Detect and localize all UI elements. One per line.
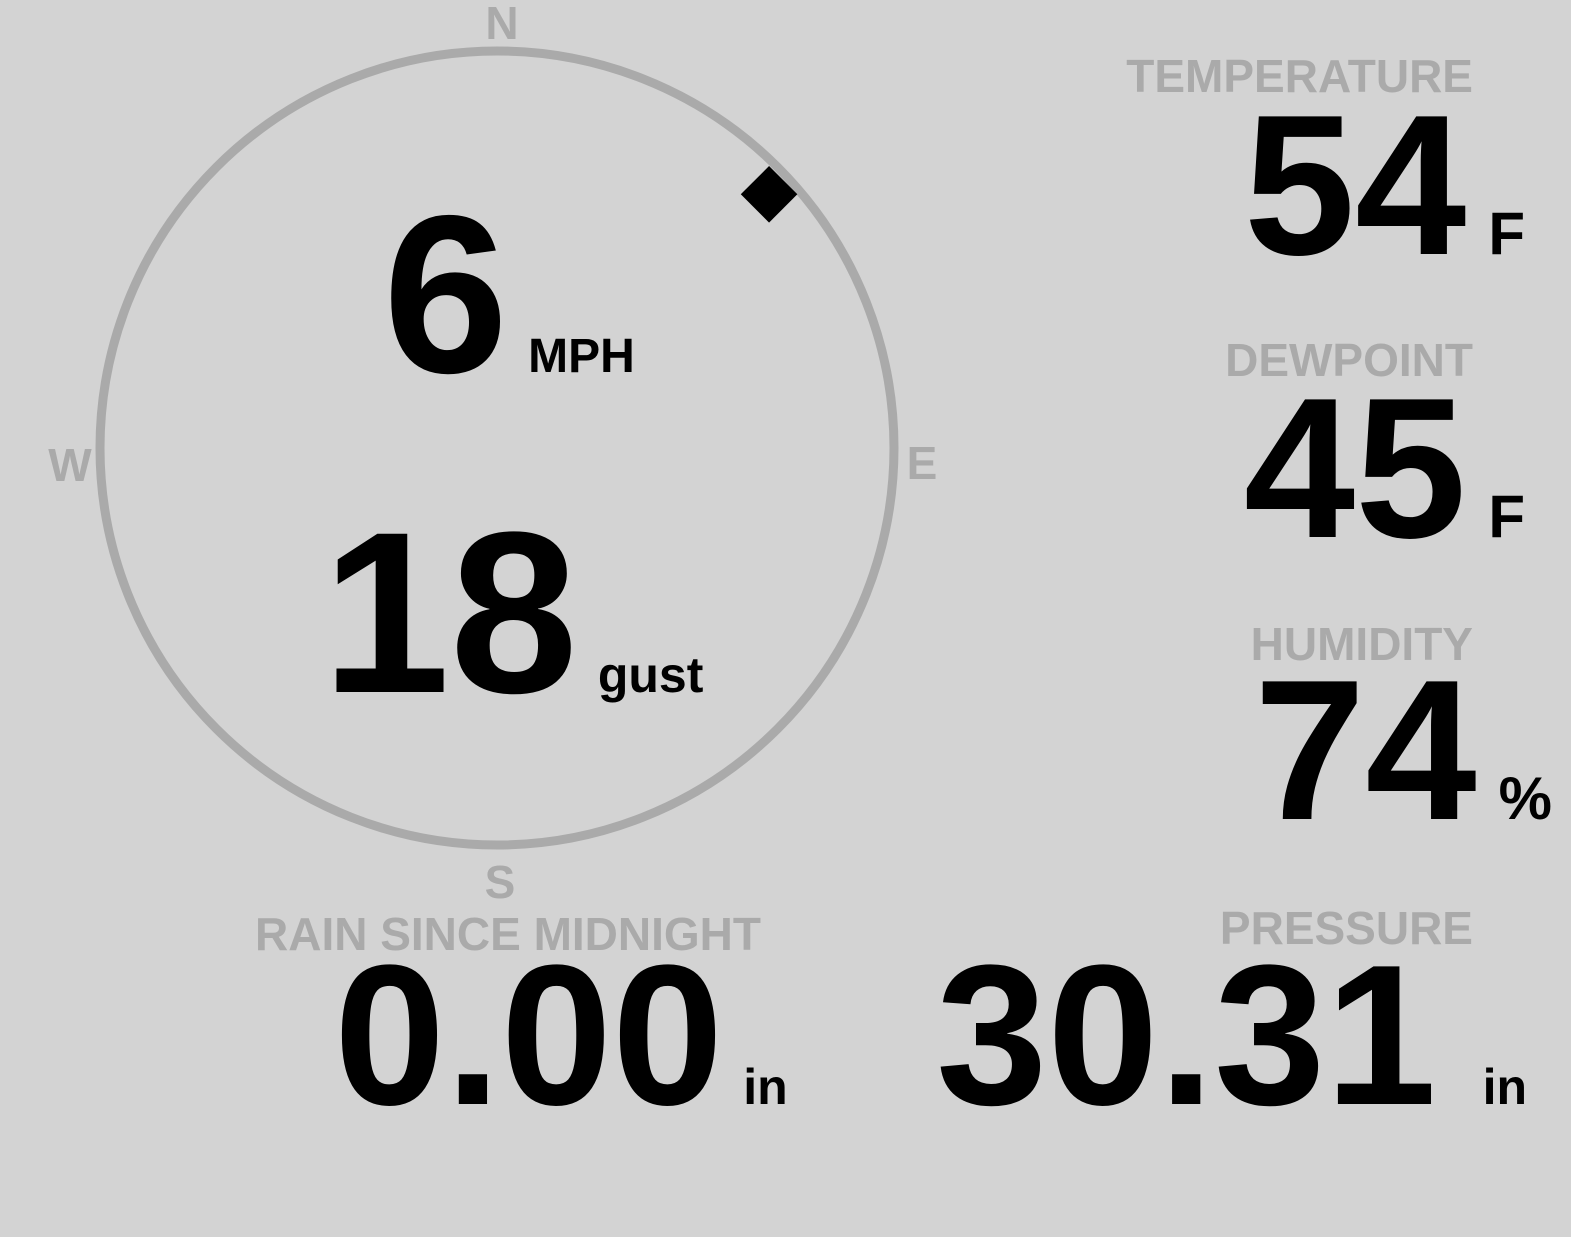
temperature-label: TEMPERATURE <box>1126 50 1473 102</box>
pressure-value: 30.31 <box>936 924 1437 1147</box>
wind-gust: 18 gust <box>322 498 703 728</box>
wind-speed-value: 6 <box>383 168 509 420</box>
dewpoint-value: 45 <box>1243 357 1467 580</box>
compass-south: S <box>484 856 516 908</box>
humidity-label: HUMIDITY <box>1250 618 1473 670</box>
rain-unit: in <box>743 1059 788 1115</box>
rain-label: RAIN SINCE MIDNIGHT <box>255 908 761 960</box>
wind-speed: 6 MPH <box>383 182 635 407</box>
compass-west: W <box>48 439 92 491</box>
dewpoint-label: DEWPOINT <box>1225 334 1473 386</box>
pressure-unit: in <box>1482 1059 1527 1115</box>
pressure-reading: 30.31 in <box>936 936 1527 1136</box>
temperature-unit: F <box>1488 200 1525 267</box>
rain-reading: 0.00 in <box>334 936 788 1136</box>
humidity-reading: 74% <box>1254 651 1552 851</box>
dewpoint-unit: F <box>1488 483 1525 550</box>
compass-ring <box>95 46 899 850</box>
humidity-value: 74 <box>1254 639 1477 862</box>
wind-speed-unit: MPH <box>528 330 635 383</box>
compass-east: E <box>906 437 938 489</box>
wind-gust-value: 18 <box>322 484 578 741</box>
pressure-label: PRESSURE <box>1219 902 1473 954</box>
temperature-reading: 54 F <box>1244 86 1525 286</box>
compass-north: N <box>485 0 519 49</box>
dewpoint-reading: 45 F <box>1244 369 1525 569</box>
temperature-value: 54 <box>1243 74 1467 297</box>
rain-value: 0.00 <box>334 924 724 1147</box>
humidity-unit: % <box>1498 765 1552 832</box>
wind-gust-unit: gust <box>597 647 704 703</box>
